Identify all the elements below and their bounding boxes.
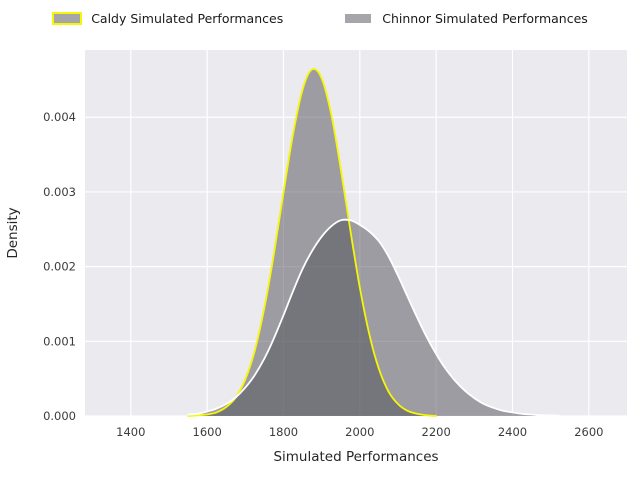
density-area-caldy (188, 68, 437, 417)
x-tick-label: 2000 (345, 425, 374, 439)
plot-area: 1400 1600 1800 2000 2200 2400 2600 0.000 0.001 0.… (43, 50, 627, 439)
chinnor-legend-label: Chinnor Simulated Performances (382, 11, 588, 26)
y-tick-label: 0.001 (43, 334, 76, 348)
density-area-chinnor (188, 219, 561, 416)
y-tick-label: 0.000 (43, 409, 76, 423)
legend-item-chinnor: Chinnor Simulated Performances (343, 11, 588, 26)
density-outline-chinnor (187, 218, 562, 417)
legend: Caldy Simulated Performances Chinnor Sim… (0, 11, 640, 26)
y-tick-label: 0.002 (43, 260, 76, 274)
density-outline-caldy (187, 68, 438, 417)
x-axis-label: Simulated Performances (273, 449, 438, 465)
legend-item-caldy: Caldy Simulated Performances (52, 11, 283, 26)
x-tick-label: 1800 (269, 425, 298, 439)
y-tick-label: 0.004 (43, 110, 76, 124)
y-axis-label: Density (5, 207, 21, 258)
x-tick-label: 2200 (422, 425, 451, 439)
x-tick-label: 1600 (193, 425, 222, 439)
y-tick-label: 0.003 (43, 185, 76, 199)
caldy-legend-patch (52, 12, 83, 25)
x-tick-label: 2400 (498, 425, 527, 439)
chinnor-legend-patch (343, 12, 374, 25)
x-tick-label: 1400 (116, 425, 145, 439)
x-tick-label: 2600 (574, 425, 603, 439)
caldy-legend-label: Caldy Simulated Performances (91, 11, 284, 26)
